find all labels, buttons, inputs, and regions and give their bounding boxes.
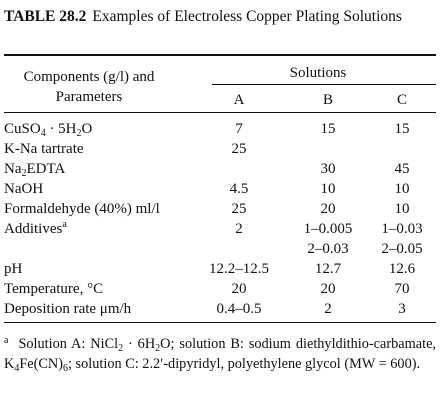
cell-b: 1–0.005	[303, 221, 353, 237]
cell-a: 7	[235, 121, 243, 137]
cell-c: 45	[394, 161, 410, 177]
cell-c: 1–0.03	[381, 221, 423, 237]
row-label: Formaldehyde (40%) ml/l	[4, 201, 160, 217]
header-solutions: Solutions	[289, 65, 347, 81]
cell-b: 2	[324, 301, 332, 317]
cell-b: 20	[320, 201, 336, 217]
cell-c: 12.6	[388, 261, 416, 277]
cell-c: 3	[398, 301, 406, 317]
table-number: TABLE 28.2	[4, 8, 87, 25]
cell-b: 30	[320, 161, 336, 177]
cell-a: 12.2–12.5	[209, 261, 269, 277]
cell-c: 10	[394, 201, 410, 217]
solutions-underline	[212, 84, 436, 85]
cell-a: 4.5	[229, 181, 249, 197]
row-label: CuSO4 · 5H2O	[4, 121, 93, 139]
cell-a: 2	[235, 221, 243, 237]
cell-b: 12.7	[314, 261, 342, 277]
row-label: Deposition rate μm/h	[4, 301, 132, 317]
cell-b: 15	[320, 121, 336, 137]
header-rule	[4, 112, 436, 113]
cell-a: 25	[231, 141, 247, 157]
cell-b: 20	[320, 281, 336, 297]
cell-b-line2: 2–0.03	[307, 241, 349, 257]
cell-c: 70	[394, 281, 410, 297]
header-parameters: Parameters	[55, 89, 123, 105]
top-rule	[4, 54, 436, 56]
header-col-c: C	[396, 92, 407, 108]
table-footnote: a Solution A: NiCl2 · 6H2O; solution B: s…	[4, 335, 436, 374]
cell-a: 20	[231, 281, 247, 297]
row-label: Temperature, °C	[4, 281, 104, 297]
row-label: K-Na tartrate	[4, 141, 84, 157]
cell-b: 10	[320, 181, 336, 197]
row-label: Additivesa	[4, 219, 67, 238]
cell-c: 15	[394, 121, 410, 137]
row-label: NaOH	[4, 181, 44, 197]
header-components: Components (g/l) and	[23, 69, 155, 85]
cell-c: 10	[394, 181, 410, 197]
bottom-rule	[4, 322, 436, 323]
cell-a: 25	[231, 201, 247, 217]
header-col-b: B	[322, 92, 333, 108]
row-label: Na2EDTA	[4, 161, 66, 179]
row-label: pH	[4, 261, 23, 277]
table-caption: Examples of Electroless Copper Plating S…	[92, 8, 402, 25]
header-col-a: A	[233, 92, 245, 108]
table-title: TABLE 28.2 Examples of Electroless Copper…	[4, 6, 434, 27]
cell-c-line2: 2–0.05	[381, 241, 423, 257]
cell-a: 0.4–0.5	[216, 301, 262, 317]
